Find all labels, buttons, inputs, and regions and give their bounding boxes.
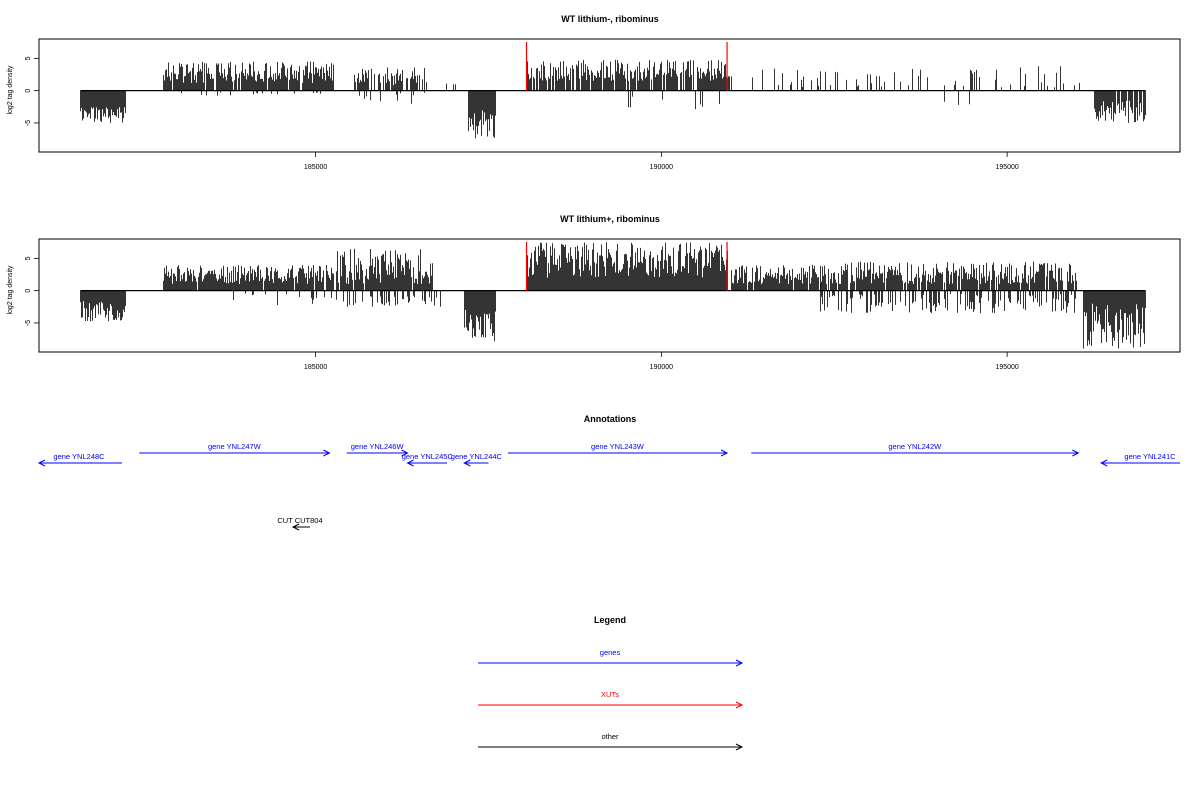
legend-arrowhead: [735, 701, 744, 709]
y-tick-label: 0: [25, 289, 32, 293]
legend-label: other: [601, 732, 619, 741]
feature-label: gene YNL244C: [451, 452, 503, 461]
feature-label: gene YNL245C: [402, 452, 454, 461]
feature-label: gene YNL248C: [53, 452, 105, 461]
feature-arrowhead: [406, 459, 414, 467]
feature-arrowhead: [323, 449, 331, 457]
feature-arrow: gene YNL245C: [402, 452, 454, 467]
feature-label: CUT CUT804: [277, 516, 322, 525]
legend-label: XUTs: [601, 690, 619, 699]
x-tick-label: 185000: [304, 164, 327, 171]
feature-arrowhead: [1100, 459, 1108, 467]
feature-label: gene YNL243W: [591, 442, 645, 451]
feature-arrowhead: [401, 449, 409, 457]
density-bars: [80, 242, 1146, 349]
legend-items: genes XUTs other: [478, 648, 744, 751]
y-tick-label: 5: [25, 256, 32, 260]
density-panel-lithium-plus: WT lithium+, ribominus log2 tag density …: [7, 214, 1181, 371]
x-tick-label: 195000: [995, 364, 1018, 371]
feature-label: gene YNL241C: [1124, 452, 1176, 461]
feature-arrow: gene YNL246W: [346, 442, 409, 457]
y-axis-label: log2 tag density: [7, 265, 14, 315]
feature-arrow: gene YNL244C: [451, 452, 503, 467]
y-tick-label: 0: [25, 89, 32, 93]
feature-label: gene YNL242W: [888, 442, 942, 451]
feature-arrow: gene YNL248C: [37, 452, 122, 467]
legend-title: Legend: [594, 615, 626, 625]
feature-arrowhead: [1072, 449, 1080, 457]
annotations-title: Annotations: [584, 414, 637, 424]
legend-item: XUTs: [478, 690, 744, 709]
y-tick-label: -5: [25, 120, 32, 126]
feature-arrow: gene YNL241C: [1100, 452, 1180, 467]
axes: 185000 190000 195000 -5 0 5: [25, 42, 1146, 171]
density-panel-lithium-minus: WT lithium-, ribominus log2 tag density …: [7, 14, 1181, 171]
feature-arrowhead: [37, 459, 46, 467]
legend: Legend genes XUTs other: [478, 615, 744, 751]
panel-title: WT lithium+, ribominus: [560, 214, 660, 224]
feature-arrow: CUT CUT804: [277, 516, 323, 531]
axes: 185000 190000 195000 -5 0 5: [25, 242, 1146, 371]
legend-item: other: [478, 732, 744, 751]
legend-item: genes: [478, 648, 744, 667]
feature-arrow: gene YNL247W: [139, 442, 331, 457]
panel-title: WT lithium-, ribominus: [561, 14, 659, 24]
y-tick-label: -5: [25, 320, 32, 326]
y-axis-label: log2 tag density: [7, 65, 14, 115]
feature-label: gene YNL247W: [208, 442, 262, 451]
feature-arrowhead: [463, 459, 471, 467]
y-tick-label: 5: [25, 56, 32, 60]
plot-frame: [38, 238, 1181, 353]
feature-arrow: gene YNL242W: [751, 442, 1080, 457]
x-tick-label: 185000: [304, 364, 327, 371]
legend-arrowhead: [735, 659, 744, 667]
x-tick-label: 190000: [650, 164, 673, 171]
x-tick-label: 195000: [995, 164, 1018, 171]
feature-arrow: gene YNL243W: [507, 442, 729, 457]
x-tick-label: 190000: [650, 364, 673, 371]
density-bars: [80, 59, 1146, 139]
legend-arrowhead: [735, 743, 744, 751]
feature-label: gene YNL246W: [351, 442, 405, 451]
feature-arrowhead: [720, 449, 729, 457]
legend-label: genes: [600, 648, 621, 657]
annotations-track: Annotations gene YNL248C gene YNL247W gene…: [37, 414, 1180, 531]
feature-arrowhead: [291, 523, 300, 531]
plot-frame: [38, 38, 1181, 153]
